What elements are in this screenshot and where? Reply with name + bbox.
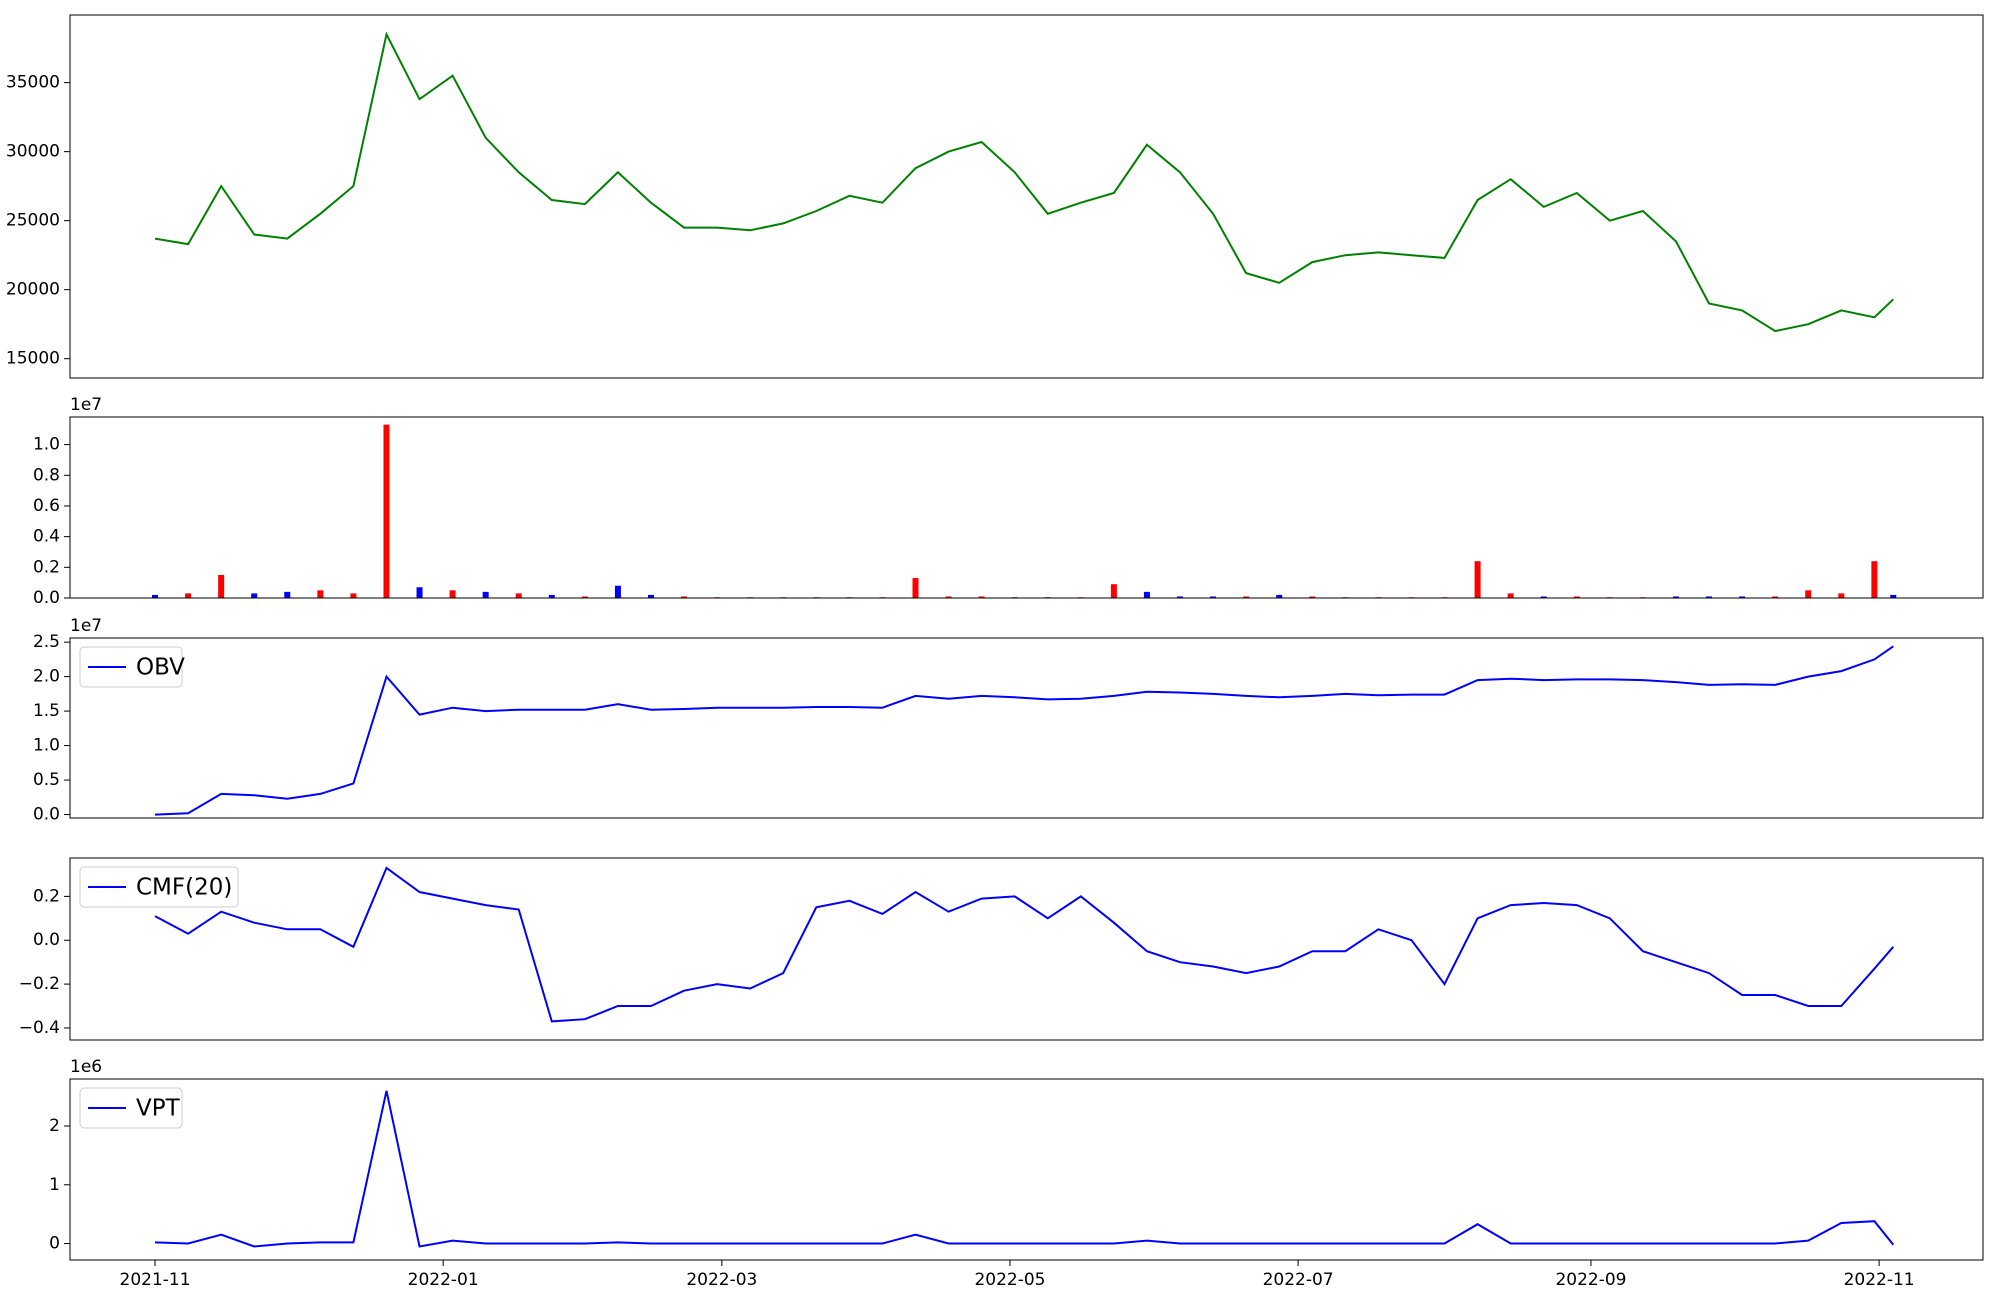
legend-label: CMF(20) [136, 875, 232, 901]
bar [449, 590, 456, 598]
y-tick-label: 0 [49, 1234, 60, 1254]
series-line [154, 1090, 1895, 1248]
y-tick-label: 0.6 [33, 496, 60, 516]
y-tick-label: 35000 [6, 73, 60, 93]
bar [1805, 590, 1812, 598]
bar [284, 591, 291, 598]
y-tick-label: 0.0 [33, 930, 60, 950]
bar [482, 591, 489, 598]
x-tick-label: 2022-09 [1555, 1270, 1626, 1290]
bar [1276, 594, 1283, 598]
x-tick-label: 2022-03 [686, 1270, 757, 1290]
bar [1772, 596, 1779, 598]
bar [1871, 561, 1878, 598]
y-tick-label: −0.2 [19, 974, 60, 994]
bar [1143, 591, 1150, 598]
y-tick-label: 2 [49, 1116, 60, 1136]
axes-frame [69, 637, 1984, 819]
bar [1672, 596, 1679, 598]
bar [1573, 596, 1580, 598]
y-tick-label: 0.0 [33, 588, 60, 608]
bar [978, 596, 985, 598]
bar [1838, 593, 1845, 598]
bar [1243, 596, 1250, 598]
y-tick-label: 20000 [6, 280, 60, 300]
bar [416, 587, 423, 598]
bar [1177, 596, 1184, 598]
bar [681, 596, 688, 598]
bar [548, 594, 555, 598]
bar [1474, 561, 1481, 598]
y-tick-label: 15000 [6, 349, 60, 369]
y-tick-label: 2.5 [33, 632, 60, 652]
bar [912, 578, 919, 598]
y-tick-label: 1.5 [33, 701, 60, 721]
x-tick-label: 2022-11 [1844, 1270, 1915, 1290]
axes-frame [69, 14, 1984, 379]
bar [218, 574, 225, 598]
y-tick-label: 0.2 [33, 886, 60, 906]
bar [515, 593, 522, 598]
axes-frame [69, 416, 1984, 599]
y-tick-label: 1.0 [33, 736, 60, 756]
offset-label: 1e7 [70, 395, 102, 415]
bar [945, 596, 952, 598]
bar [1507, 593, 1514, 598]
bar [152, 594, 159, 598]
bar [1706, 596, 1713, 598]
bar [1540, 596, 1547, 598]
bar [1309, 596, 1316, 598]
y-tick-label: 0.0 [33, 805, 60, 825]
bar [185, 593, 192, 598]
legend-label: VPT [136, 1096, 181, 1122]
x-tick-label: 2022-05 [974, 1270, 1045, 1290]
bar [647, 594, 654, 598]
y-tick-label: −0.4 [19, 1018, 60, 1038]
y-tick-label: 1.0 [33, 435, 60, 455]
y-tick-label: 0.4 [33, 527, 60, 547]
y-tick-label: 25000 [6, 211, 60, 231]
x-tick-label: 2022-07 [1263, 1270, 1334, 1290]
axes-frame [69, 1078, 1984, 1261]
bar [350, 593, 357, 598]
y-tick-label: 0.8 [33, 465, 60, 485]
bar [581, 596, 588, 598]
series-line [154, 866, 1895, 1023]
legend-box [79, 646, 183, 688]
bar [1739, 596, 1746, 598]
legend-box [79, 1087, 183, 1129]
bar [383, 424, 390, 598]
bar [614, 585, 621, 598]
offset-label: 1e6 [70, 1057, 102, 1077]
legend-label: OBV [136, 655, 185, 681]
y-tick-label: 1 [49, 1175, 60, 1195]
series-line [154, 31, 1894, 333]
axes-frame [69, 857, 1984, 1041]
bar [1890, 594, 1897, 598]
y-tick-label: 0.5 [33, 770, 60, 790]
y-tick-label: 0.2 [33, 557, 60, 577]
y-tick-label: 30000 [6, 142, 60, 162]
series-line [154, 645, 1894, 816]
bar [317, 590, 324, 598]
bar [251, 593, 258, 598]
y-tick-label: 2.0 [33, 667, 60, 687]
legend-box [79, 866, 239, 908]
x-tick-label: 2022-01 [408, 1270, 479, 1290]
bar [1110, 584, 1117, 598]
offset-label: 1e7 [70, 616, 102, 636]
bar [1210, 596, 1217, 598]
x-tick-label: 2021-11 [120, 1270, 191, 1290]
